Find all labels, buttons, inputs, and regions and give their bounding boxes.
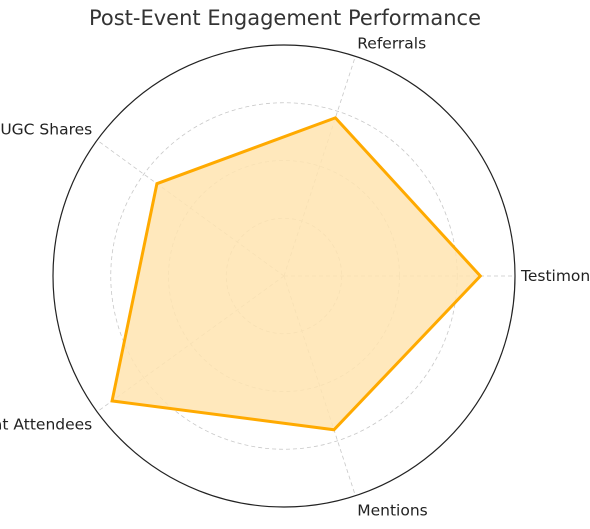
axis-label-testimonials: Testimonials [520,267,590,285]
axis-label-ugc-shares: UGC Shares [0,121,92,139]
axis-label-mentions: Mentions [357,501,428,519]
label-layer: Testimonials Referrals UGC Shares Repeat At… [0,35,590,520]
axis-label-referrals: Referrals [357,35,426,53]
chart-title: Post-Event Engagement Performance [88,6,482,30]
series-area-1 [110,116,483,432]
series-layer [110,116,483,432]
axis-label-repeat-attendees: Repeat Attendees [0,415,92,433]
outer-frame [52,44,516,508]
